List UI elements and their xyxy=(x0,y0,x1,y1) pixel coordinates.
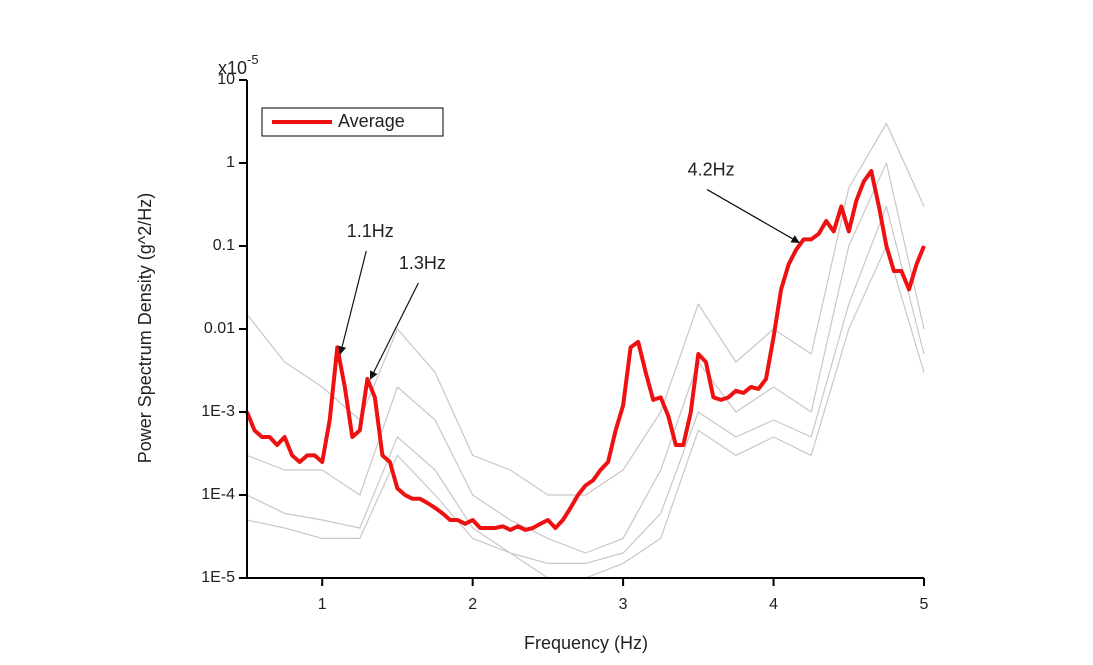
x-axis-label: Frequency (Hz) xyxy=(524,633,648,653)
x-tick-label: 3 xyxy=(619,596,628,613)
legend: Average xyxy=(261,107,444,137)
x-tick-label: 4 xyxy=(769,596,778,613)
annotation-arrow xyxy=(706,189,800,244)
annotation-text: 1.3Hz xyxy=(399,253,446,273)
y-multiplier-exponent: -5 xyxy=(247,52,259,67)
annotation-text: 1.1Hz xyxy=(347,221,394,241)
annotation-arrow xyxy=(338,250,367,355)
y-tick-label: 0.1 xyxy=(213,237,235,254)
x-tick-label: 2 xyxy=(468,596,477,613)
y-tick-label: 1E-5 xyxy=(201,569,235,586)
y-tick-label: 1E-4 xyxy=(201,486,235,503)
y-multiplier-base: x10 xyxy=(218,58,247,78)
y-axis-label: Power Spectrum Density (g^2/Hz) xyxy=(135,193,155,464)
annotation-arrow xyxy=(369,282,419,380)
x-tick-label: 5 xyxy=(920,596,929,613)
y-multiplier: x10-5 xyxy=(218,52,259,78)
y-tick-label: 0.01 xyxy=(204,320,235,337)
x-tick-label: 1 xyxy=(318,596,327,613)
y-tick-label: 10 xyxy=(217,71,235,88)
y-tick-label: 1E-3 xyxy=(201,403,235,420)
sample-line xyxy=(246,205,925,564)
y-tick-label: 1 xyxy=(226,154,235,171)
legend-label: Average xyxy=(338,111,405,131)
average-line xyxy=(245,169,926,532)
sample-line xyxy=(246,162,925,554)
sample-line xyxy=(246,122,925,496)
annotation-text: 4.2Hz xyxy=(688,160,735,180)
